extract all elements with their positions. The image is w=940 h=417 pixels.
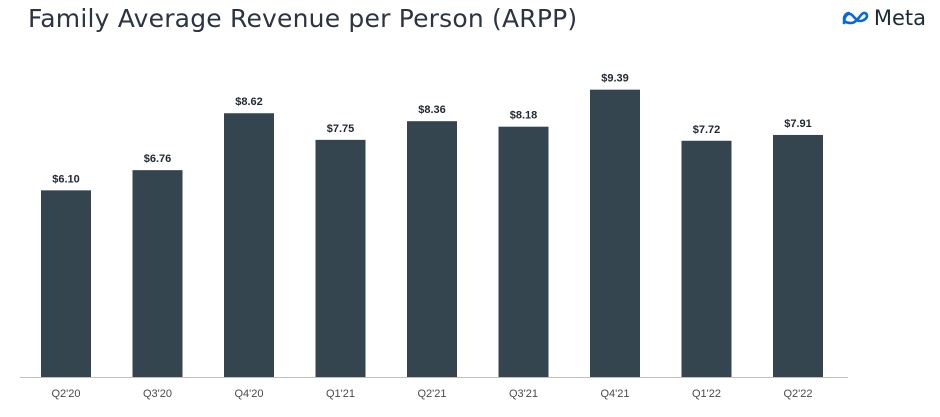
meta-infinity-icon [842, 11, 869, 25]
x-tick-label: Q3'21 [509, 388, 538, 400]
bar [132, 170, 183, 377]
chart-title: Family Average Revenue per Person (ARPP) [28, 4, 578, 33]
bar [773, 134, 823, 377]
brand-name: Meta [873, 6, 926, 30]
x-tick-label: Q2'21 [417, 388, 446, 400]
data-label: $7.75 [327, 123, 355, 135]
bar [41, 190, 91, 377]
data-label: $6.76 [144, 153, 172, 165]
data-label: $6.10 [52, 173, 80, 185]
x-tick-label: Q4'20 [234, 388, 263, 400]
x-tick-label: Q2'22 [783, 388, 812, 400]
data-label: $8.18 [510, 110, 538, 122]
bar [498, 126, 549, 377]
bar [681, 140, 732, 377]
bar [315, 139, 366, 377]
bar [224, 113, 274, 377]
brand-logo: Meta [841, 6, 926, 30]
x-tick-label: Q2'20 [51, 388, 80, 400]
bar [590, 89, 640, 377]
x-tick-label: Q4'21 [600, 388, 629, 400]
bar [407, 121, 457, 378]
data-label: $8.62 [235, 96, 263, 108]
x-tick-label: Q1'21 [326, 388, 355, 400]
data-label: $9.39 [601, 73, 629, 85]
data-label: $8.36 [418, 104, 446, 116]
data-label: $7.91 [784, 118, 812, 130]
x-tick-label: Q1'22 [692, 388, 721, 400]
x-tick-label: Q3'20 [143, 388, 172, 400]
data-label: $7.72 [693, 124, 721, 136]
